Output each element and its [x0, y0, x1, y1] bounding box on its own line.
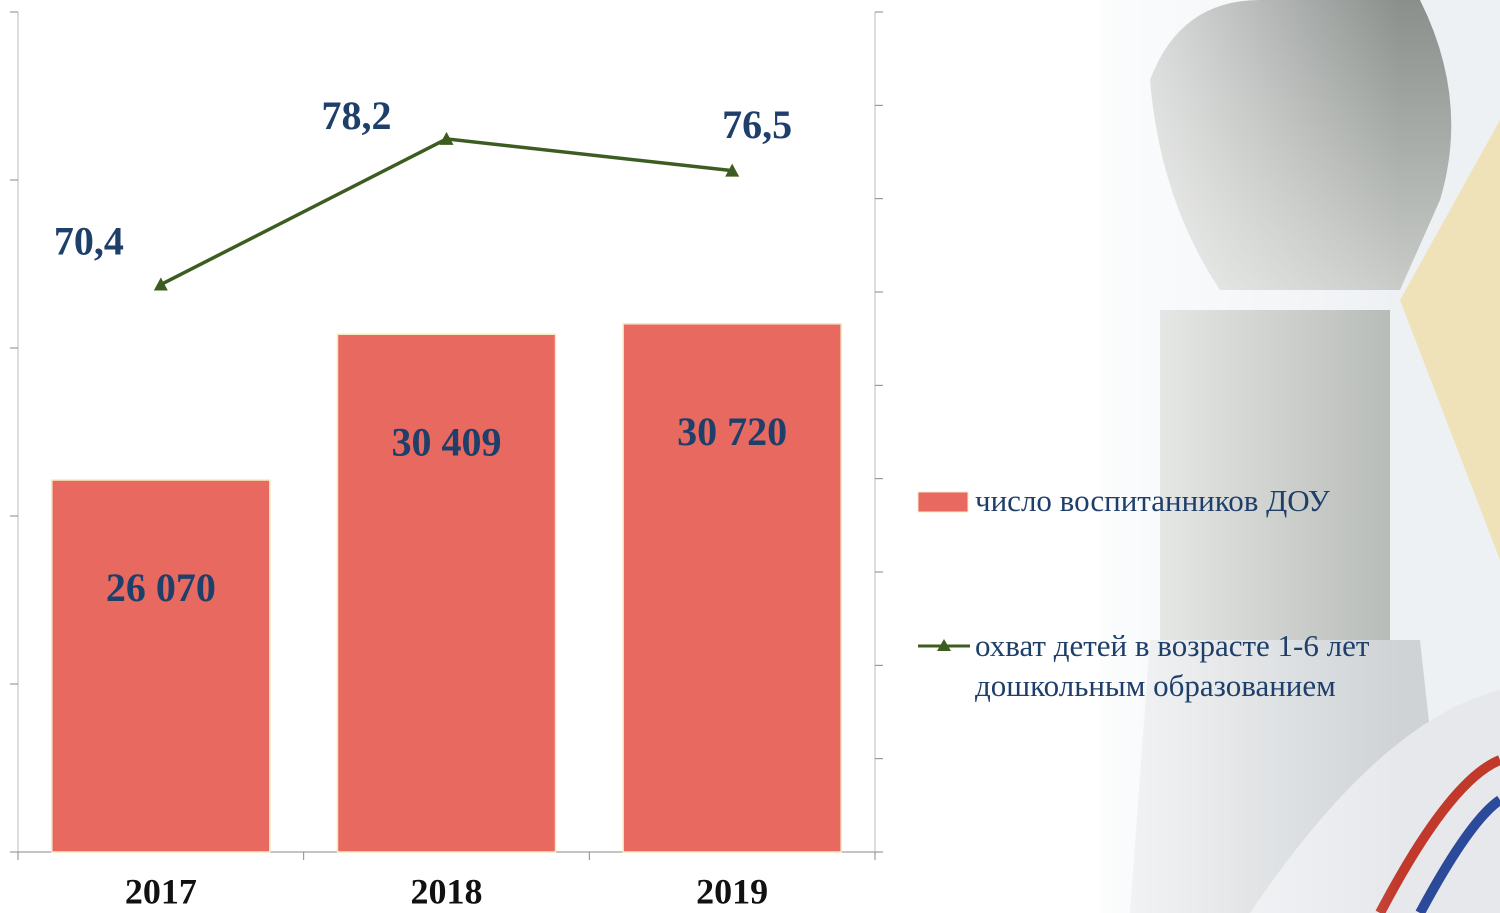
legend-marker	[937, 639, 951, 651]
line-marker	[439, 131, 454, 145]
legend-label: охват детей в возрасте 1-6 лет дошкольны…	[975, 628, 1370, 703]
bar	[336, 333, 557, 853]
bar-value-label: 26 070	[106, 565, 216, 610]
bar-value-label: 30 720	[677, 409, 787, 454]
line-marker	[725, 163, 740, 177]
bar	[51, 479, 271, 853]
background-image	[1000, 0, 1500, 913]
bar	[622, 323, 842, 853]
legend-swatch	[917, 491, 969, 513]
x-tick-label: 2018	[411, 871, 483, 911]
bar-value-label: 30 409	[392, 419, 502, 464]
line	[160, 137, 733, 287]
x-tick-label: 2017	[125, 871, 197, 911]
line-value-label: 78,2	[322, 93, 392, 138]
x-tick-label: 2019	[696, 871, 768, 911]
line-marker	[153, 277, 168, 291]
legend-label: число воспитанников ДОУ	[975, 483, 1330, 518]
line-value-label: 76,5	[722, 102, 792, 147]
line-value-label: 70,4	[54, 219, 124, 264]
